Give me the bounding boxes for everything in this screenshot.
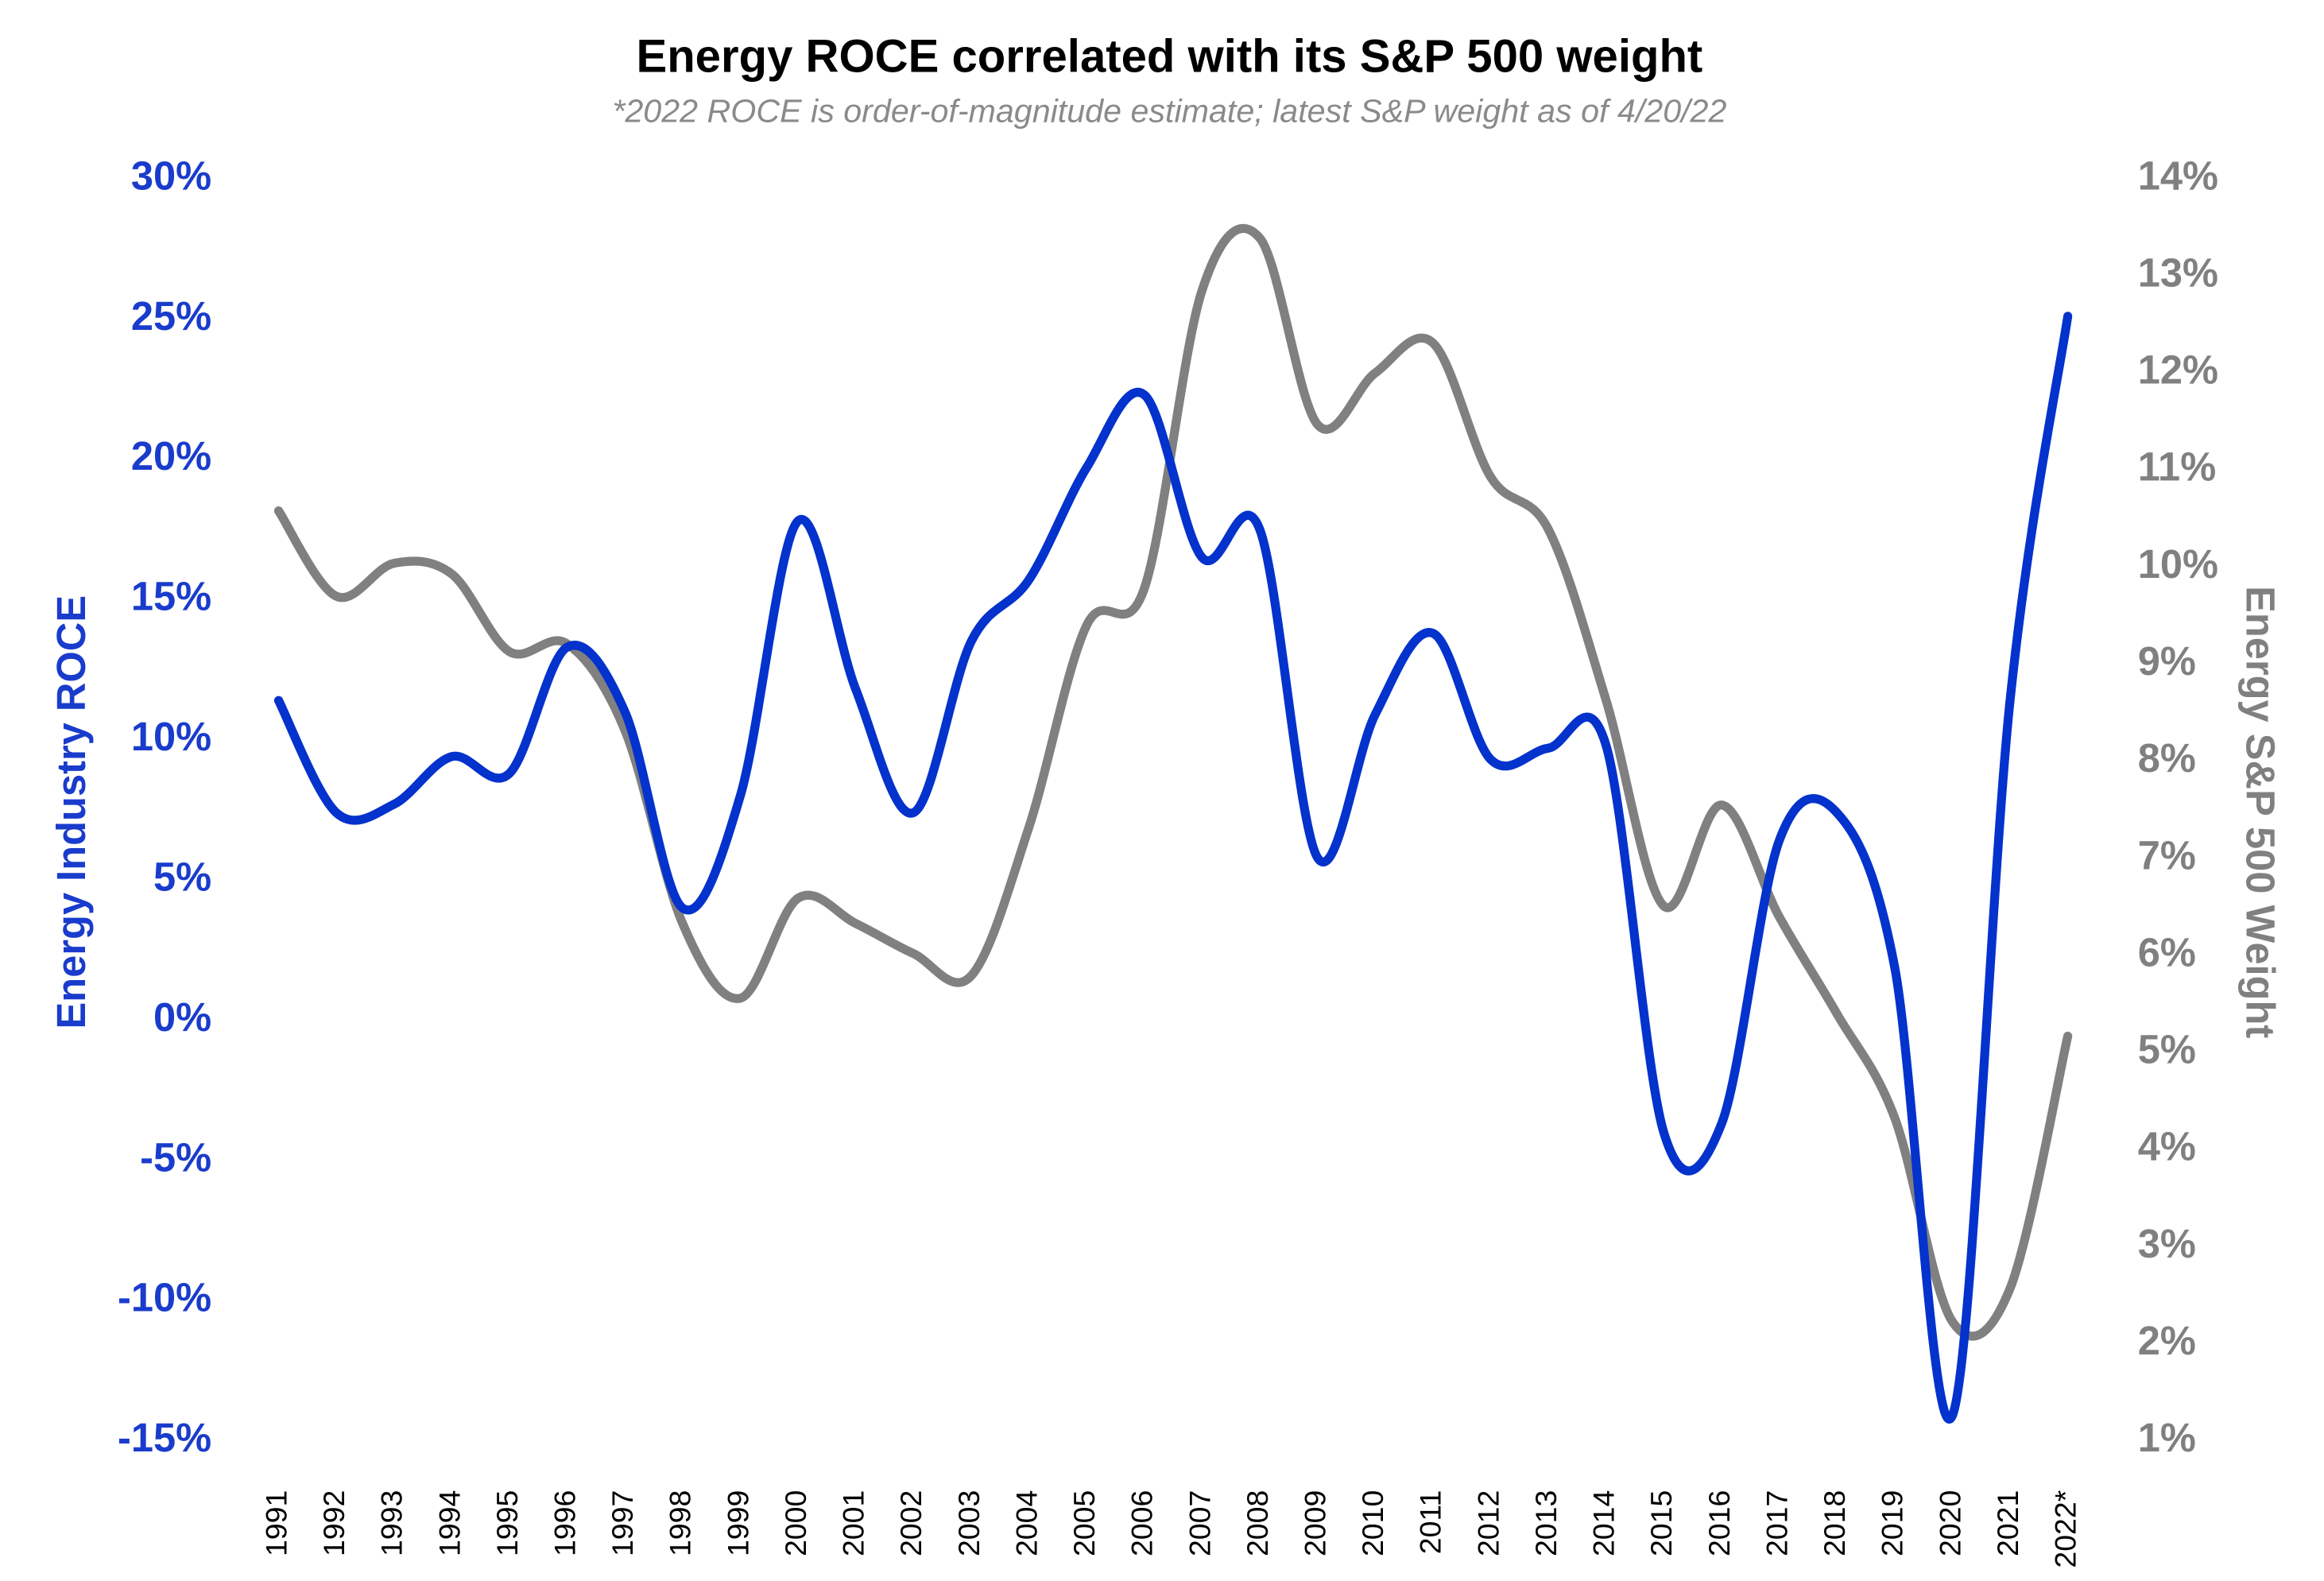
y2-tick-label: 6% — [2138, 929, 2196, 975]
y-tick-label: -15% — [118, 1415, 211, 1460]
x-tick-label: 1991 — [259, 1490, 292, 1556]
x-tick-label: 2018 — [1818, 1490, 1851, 1556]
x-tick-label: 1996 — [548, 1490, 581, 1556]
x-tick-label: 2009 — [1299, 1490, 1332, 1556]
y2-tick-label: 3% — [2138, 1221, 2196, 1266]
x-tick-label: 2004 — [1009, 1490, 1043, 1556]
x-tick-label: 2000 — [779, 1490, 812, 1556]
y2-tick-label: 14% — [2138, 153, 2218, 198]
y2-tick-label: 9% — [2138, 638, 2196, 684]
x-tick-label: 1994 — [432, 1490, 466, 1556]
y-tick-label: 0% — [153, 994, 211, 1040]
y-tick-label: 10% — [131, 714, 211, 759]
x-tick-label: 2003 — [952, 1490, 986, 1556]
x-tick-label: 2021 — [1991, 1490, 2024, 1556]
y2-tick-label: 8% — [2138, 735, 2196, 781]
x-tick-label: 2001 — [837, 1490, 870, 1556]
line-series — [273, 223, 2073, 1341]
y2-tick-label: 13% — [2138, 250, 2218, 295]
y-tick-label: 30% — [131, 153, 211, 198]
x-tick-label: 2015 — [1644, 1490, 1678, 1556]
chart-subtitle: *2022 ROCE is order-of-magnitude estimat… — [612, 92, 1726, 129]
x-tick-label: 2012 — [1471, 1490, 1505, 1556]
y2-tick-label: 12% — [2138, 347, 2218, 393]
y2-tick-label: 2% — [2138, 1318, 2196, 1363]
y2-axis-label: Energy S&P 500 Weight — [2237, 586, 2283, 1038]
y2-tick-label: 1% — [2138, 1415, 2196, 1460]
x-tick-label: 2006 — [1125, 1490, 1159, 1556]
y2-tick-label: 11% — [2138, 444, 2217, 490]
y2-tick-label: 5% — [2138, 1027, 2196, 1072]
x-tick-label: 2022* — [2049, 1490, 2082, 1568]
x-tick-label: 2017 — [1760, 1490, 1793, 1556]
x-tick-label: 2007 — [1183, 1490, 1216, 1556]
chart-title: Energy ROCE correlated with its S&P 500 … — [636, 30, 1702, 82]
x-tick-label: 2016 — [1702, 1490, 1736, 1556]
x-tick-label: 2014 — [1587, 1490, 1621, 1556]
x-tick-label: 2008 — [1241, 1490, 1274, 1556]
x-tick-label: 1997 — [606, 1490, 639, 1556]
x-tick-label: 2020 — [1933, 1490, 1966, 1556]
x-tick-label: 1995 — [490, 1490, 524, 1556]
y-tick-label: 5% — [153, 854, 211, 899]
x-tick-label: 2019 — [1876, 1490, 1909, 1556]
x-tick-label: 2013 — [1529, 1490, 1563, 1556]
x-tick-label: 1998 — [664, 1490, 697, 1556]
x-tick-label: 2005 — [1067, 1490, 1101, 1556]
line-series — [273, 312, 2073, 1424]
x-tick-label: 1999 — [721, 1490, 754, 1556]
x-tick-label: 2011 — [1414, 1490, 1447, 1555]
y2-tick-label: 10% — [2138, 541, 2218, 587]
x-tick-label: 1993 — [375, 1490, 409, 1556]
y-tick-label: 15% — [131, 574, 211, 619]
y2-tick-label: 4% — [2138, 1124, 2196, 1169]
y-tick-label: 20% — [131, 433, 211, 479]
x-tick-label: 2010 — [1356, 1490, 1389, 1556]
x-tick-label: 1992 — [317, 1490, 351, 1556]
y-tick-label: -5% — [140, 1134, 211, 1180]
x-tick-label: 2002 — [894, 1490, 928, 1556]
y2-tick-label: 7% — [2138, 832, 2196, 878]
y-axis-label: Energy Industry ROCE — [48, 595, 94, 1029]
y-tick-label: 25% — [131, 293, 211, 339]
y-tick-label: -10% — [118, 1275, 211, 1320]
